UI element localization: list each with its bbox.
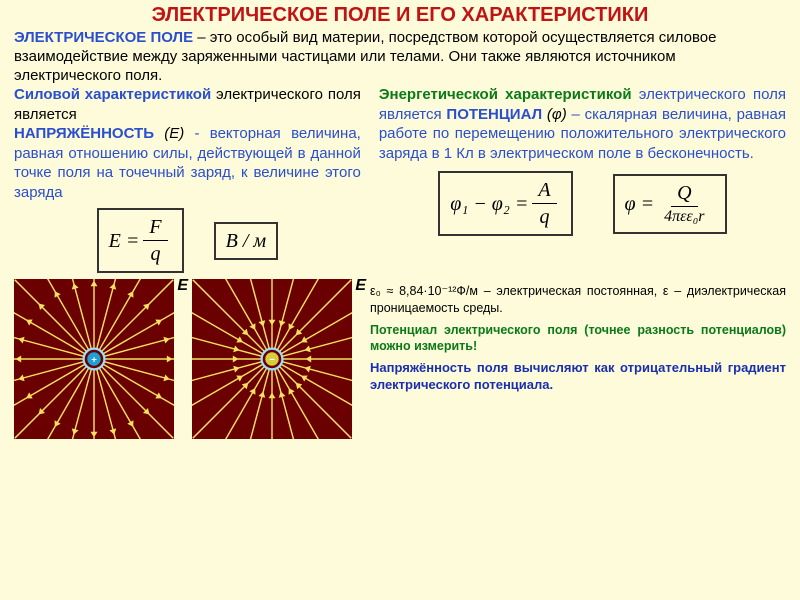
green-note: Потенциал электрического поля (точнее ра…	[370, 322, 786, 355]
field-positive: E +	[14, 279, 174, 439]
svg-text:+: +	[91, 355, 97, 366]
formula-dphi-lhs: φ₁ − φ₂ =	[450, 191, 528, 217]
blue-note: Напряжённость поля вычисляют как отрицат…	[370, 360, 786, 394]
formula-dphi-num: A	[532, 177, 556, 204]
field-positive-svg: +	[14, 279, 174, 439]
field-negative: E −	[192, 279, 352, 439]
lower-right-notes: ε₀ ≈ 8,84·10⁻¹²Ф/м – электрическая посто…	[370, 279, 786, 394]
intro-paragraph: ЭЛЕКТРИЧЕСКОЕ ПОЛЕ – это особый вид мате…	[0, 29, 800, 85]
formula-phi: φ = Q 4πεε₀r	[613, 174, 727, 234]
intro-lead-term: ЭЛЕКТРИЧЕСКОЕ ПОЛЕ	[14, 29, 193, 46]
unit-E: В / м	[214, 222, 279, 260]
formula-phi-den: 4πεε₀r	[658, 207, 710, 228]
field-label-neg: E	[355, 277, 366, 295]
bottom-row: E + E − ε₀ ≈ 8,84·10⁻¹²Ф/м – электрическ…	[0, 273, 800, 439]
svg-text:−: −	[269, 355, 275, 366]
force-char-term: Силовой характеристикой	[14, 86, 211, 103]
epsilon-note: ε₀ ≈ 8,84·10⁻¹²Ф/м – электрическая посто…	[370, 283, 786, 316]
two-column-body: Силовой характеристикой электрического п…	[0, 85, 800, 273]
tension-symbol: (E)	[154, 125, 195, 142]
energy-char-term: Энергетической характеристикой	[379, 86, 632, 103]
formula-E: E = F q	[97, 208, 184, 273]
formula-E-lhs: E =	[109, 228, 140, 254]
formula-phi-lhs: φ =	[625, 191, 655, 217]
potential-term: ПОТЕНЦИАЛ	[446, 106, 542, 123]
potential-symbol: (φ)	[542, 106, 571, 123]
tension-term: НАПРЯЖЁННОСТЬ	[14, 125, 154, 142]
tension-formula-row: E = F q В / м	[14, 208, 361, 273]
formula-E-den: q	[145, 241, 167, 267]
left-column: Силовой характеристикой электрического п…	[14, 85, 361, 273]
formula-dphi: φ₁ − φ₂ = A q	[438, 171, 572, 236]
formula-dphi-den: q	[533, 204, 555, 230]
field-negative-svg: −	[192, 279, 352, 439]
field-label-pos: E	[177, 277, 188, 295]
right-column: Энергетической характеристикой электриче…	[379, 85, 786, 273]
formula-phi-num: Q	[671, 180, 697, 207]
potential-formula-row: φ₁ − φ₂ = A q φ = Q 4πεε₀r	[379, 171, 786, 236]
page-title: ЭЛЕКТРИЧЕСКОЕ ПОЛЕ И ЕГО ХАРАКТЕРИСТИКИ	[0, 0, 800, 29]
formula-E-num: F	[143, 214, 167, 241]
